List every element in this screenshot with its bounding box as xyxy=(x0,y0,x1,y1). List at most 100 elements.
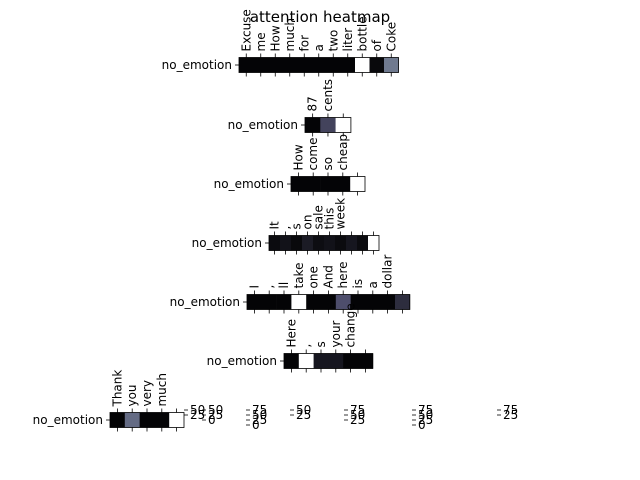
token-label: It xyxy=(268,221,282,230)
heatmap-cell xyxy=(110,412,126,428)
token-label: I xyxy=(247,285,261,289)
heatmap-cell xyxy=(384,57,399,73)
heatmap-cell xyxy=(357,235,369,251)
colorbar-tick-label: 50 xyxy=(296,403,311,417)
heatmap-cell xyxy=(368,235,380,251)
heatmap-cell xyxy=(291,294,307,310)
heatmap-cell xyxy=(365,294,381,310)
colorbar-tick-label: 25 xyxy=(208,408,223,422)
token-label: , xyxy=(262,285,276,289)
heatmap-cell xyxy=(335,117,352,133)
token-label: Here xyxy=(284,319,298,347)
heatmap-row: no_emotion Here, s your change xyxy=(207,303,374,373)
token-label: so xyxy=(321,157,335,171)
row-label: no_emotion xyxy=(228,118,298,132)
token-label: you xyxy=(125,384,139,406)
heatmap-cell xyxy=(369,57,385,73)
heatmap-cell xyxy=(335,235,347,251)
token-label: cents xyxy=(321,79,335,112)
heatmap-cell xyxy=(253,57,269,73)
heatmap-cell xyxy=(291,176,307,192)
heatmap-cell xyxy=(291,235,303,251)
token-label: this xyxy=(323,208,337,230)
heatmap-cell xyxy=(321,294,337,310)
row-label: no_emotion xyxy=(170,295,240,309)
token-label: your xyxy=(329,320,343,347)
row-label: no_emotion xyxy=(207,354,277,368)
token-label: bottle xyxy=(355,16,369,51)
token-label: week xyxy=(334,198,348,230)
heatmap-cell xyxy=(326,57,341,73)
heatmap-cell xyxy=(355,57,370,73)
colorbar-tick-label: 50 xyxy=(252,408,267,422)
token-label: me xyxy=(254,32,268,51)
colorbar-tick-label: 50 xyxy=(190,403,205,417)
heatmap-cell xyxy=(154,412,170,428)
heatmap-cell xyxy=(324,235,336,251)
heatmap-cell xyxy=(269,235,281,251)
token-label: And xyxy=(321,265,335,288)
heatmap-cell xyxy=(305,117,321,133)
token-label: dollar xyxy=(381,255,395,289)
heatmap-cell xyxy=(268,57,283,73)
token-label: a xyxy=(366,281,380,288)
heatmap-cell xyxy=(340,57,356,73)
chart-title: attention heatmap xyxy=(250,8,390,26)
colorbar-tick-label: 25 xyxy=(418,413,433,427)
token-label: How xyxy=(291,144,305,170)
colorbar-tick-label: 75 xyxy=(418,403,433,417)
token-label: change xyxy=(344,303,358,347)
heatmap-cell xyxy=(320,176,336,192)
row-label: no_emotion xyxy=(214,177,284,191)
heatmap-cell xyxy=(247,294,263,310)
colorbar-tick-label: 75 xyxy=(503,403,518,417)
token-label: s xyxy=(314,341,328,347)
token-label: come xyxy=(306,137,320,170)
colorbar-tick-label: 25 xyxy=(252,413,267,427)
heatmap-row: no_emotion How come so cheap xyxy=(214,134,366,196)
token-label: sale xyxy=(312,205,326,229)
heatmap-cell xyxy=(239,57,254,73)
token-label: liter xyxy=(341,28,355,52)
token-label: Thank xyxy=(110,370,124,408)
token-label: one xyxy=(307,266,321,288)
heatmap-cell xyxy=(350,176,366,192)
heatmap-cell xyxy=(313,235,325,251)
heatmap-cell xyxy=(280,235,292,251)
heatmap-row: no_emotion 87 cents xyxy=(228,79,352,137)
heatmap-cell xyxy=(302,235,314,251)
heatmap-cell xyxy=(298,353,314,369)
heatmap-cell xyxy=(313,353,329,369)
colorbar-tick-label: 25 xyxy=(503,408,518,422)
colorbar-tick-label: 25 xyxy=(190,408,205,422)
token-label: ll xyxy=(277,282,291,289)
heatmap-cell xyxy=(335,294,351,310)
token-label: much xyxy=(155,373,169,407)
colorbar-tick-label: 25 xyxy=(296,408,311,422)
heatmap-cell xyxy=(139,412,155,428)
colorbar-tick-label: 0 xyxy=(208,413,216,427)
heatmap-cell xyxy=(328,353,344,369)
token-label: here xyxy=(336,261,350,288)
heatmap-cell xyxy=(380,294,396,310)
heatmap-cell xyxy=(350,294,366,310)
token-label: How xyxy=(268,25,282,51)
token-label: two xyxy=(326,30,340,52)
heatmap-cell xyxy=(284,353,300,369)
token-label: Excuse xyxy=(239,9,253,51)
heatmap-cell xyxy=(276,294,292,310)
token-label: 87 xyxy=(306,96,320,111)
heatmap-cell xyxy=(335,176,351,192)
colorbar-tick-label: 0 xyxy=(252,418,260,432)
colorbar-tick-label: 50 xyxy=(350,408,365,422)
row-label: no_emotion xyxy=(33,413,103,427)
heatmap-cell xyxy=(282,57,298,73)
token-label: on xyxy=(301,215,315,230)
token-label: take xyxy=(292,263,306,289)
heatmap-cell xyxy=(306,294,322,310)
heatmap-row: no_emotion Excuse me How much for a two liter bot… xyxy=(162,9,399,77)
heatmap-cell xyxy=(395,294,411,310)
token-label: for xyxy=(297,35,311,52)
